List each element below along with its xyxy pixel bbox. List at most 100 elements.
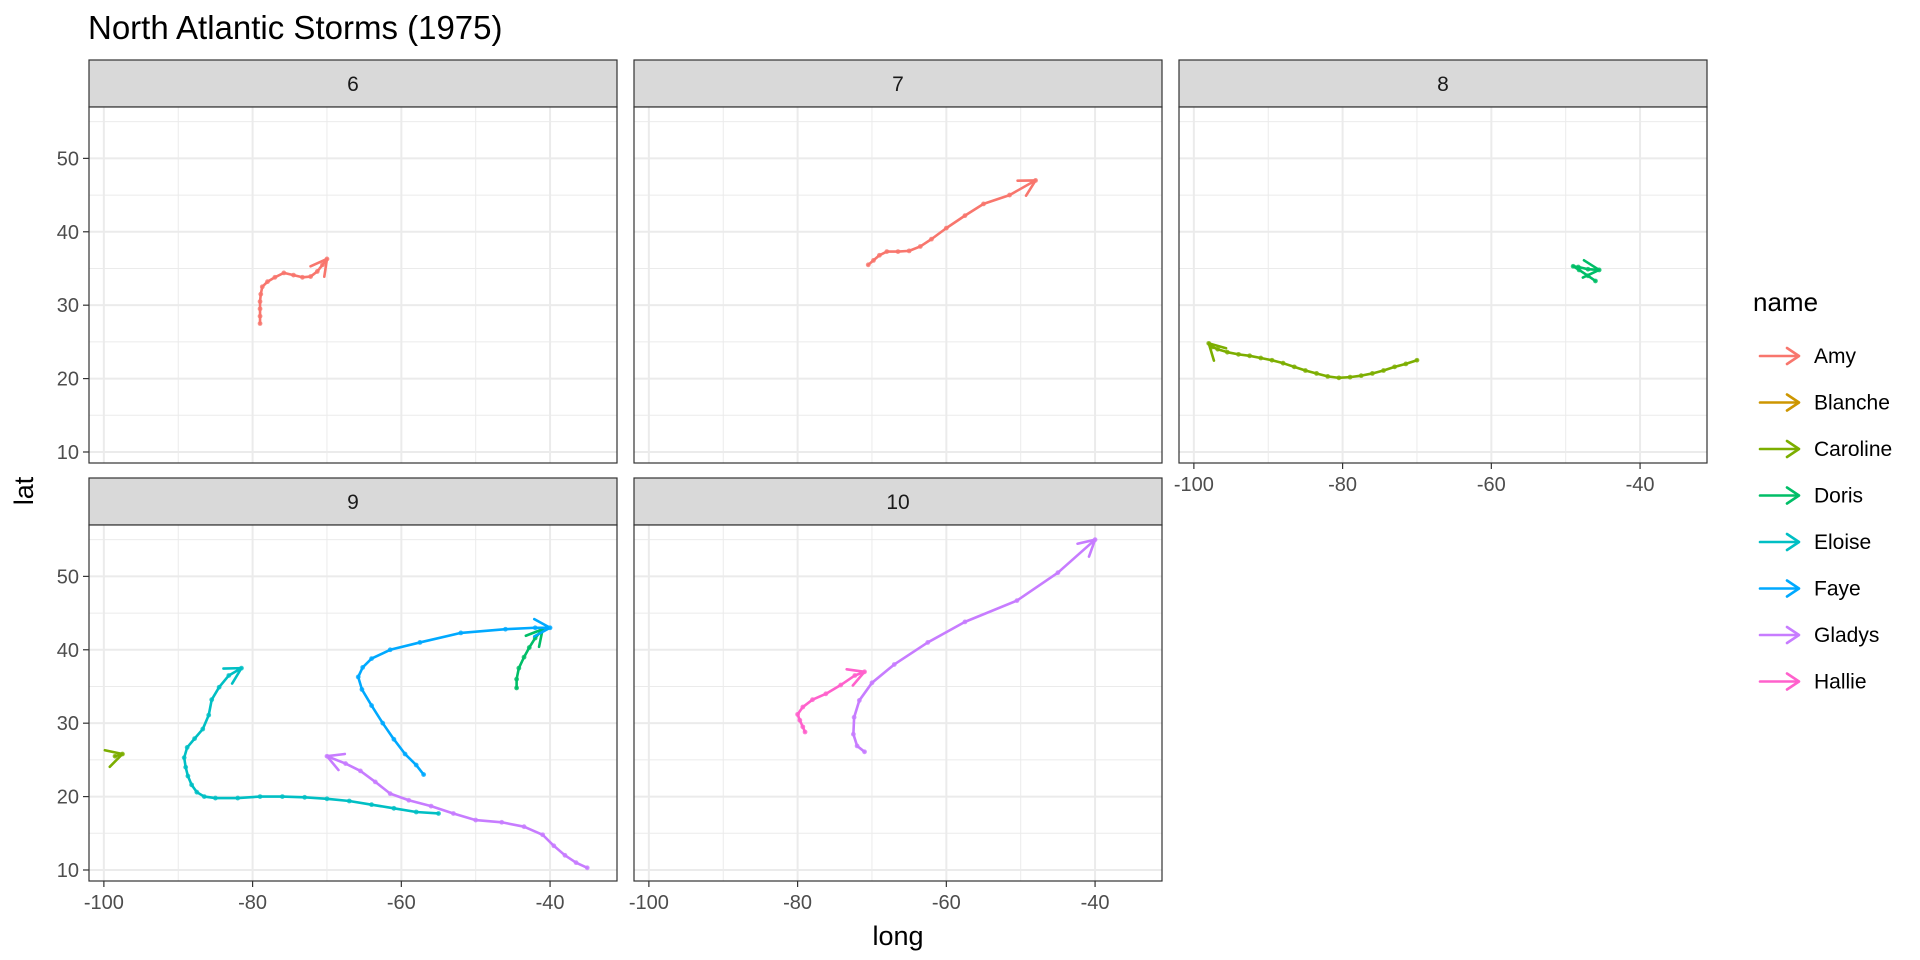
track-point — [856, 698, 862, 703]
track-point — [257, 321, 263, 326]
legend-label: Eloise — [1814, 531, 1871, 554]
track-point — [810, 697, 815, 703]
track-point — [884, 249, 890, 255]
track-point — [1403, 361, 1409, 367]
track-point — [850, 731, 856, 737]
panel-background — [89, 525, 617, 881]
y-tick-label: 40 — [57, 222, 79, 244]
track-point — [257, 794, 263, 799]
track-point — [257, 306, 263, 312]
track-point — [343, 761, 348, 766]
track-point — [192, 736, 198, 741]
facet-strip-label: 8 — [1437, 73, 1449, 96]
track-point — [573, 860, 579, 866]
track-point — [413, 762, 419, 768]
track-point — [1392, 364, 1398, 370]
facet-panel-10: 10 -100 -80 -60 -40 — [629, 477, 1163, 914]
x-tick-label: -60 — [1477, 474, 1506, 496]
track-point — [1215, 346, 1221, 352]
legend-key-arrow — [1785, 625, 1801, 645]
track-point — [272, 274, 278, 280]
x-tick-label: -100 — [1174, 474, 1214, 496]
track-point — [943, 225, 949, 231]
track-point — [869, 680, 875, 686]
track-point — [417, 640, 423, 645]
track-point — [838, 682, 844, 688]
facet-strip-label: 9 — [347, 491, 359, 514]
x-tick-label: -80 — [238, 892, 267, 914]
gridlines — [89, 107, 617, 463]
track-point — [324, 796, 330, 802]
track-point — [450, 811, 456, 816]
track-point — [360, 665, 366, 670]
track-point — [1055, 570, 1061, 576]
x-axis-title: long — [872, 921, 923, 951]
track-point — [372, 779, 378, 785]
gridlines — [634, 107, 1162, 463]
track-point — [201, 794, 207, 799]
track-point — [421, 772, 427, 777]
track-point — [1224, 349, 1230, 355]
track-point — [1258, 355, 1264, 361]
x-tick-label: -40 — [536, 892, 565, 914]
legend-key-arrow — [1785, 393, 1801, 412]
track-point — [514, 676, 520, 682]
y-tick-label: 40 — [57, 640, 79, 662]
track-point — [387, 791, 393, 797]
legend-item-caroline: Caroline — [1758, 438, 1892, 461]
legend-key-arrow — [1785, 346, 1801, 366]
track-point — [797, 717, 803, 723]
track-point — [917, 244, 923, 249]
legend-label: Hallie — [1814, 671, 1867, 694]
track-point — [226, 673, 232, 678]
legend-item-hallie: Hallie — [1758, 671, 1867, 694]
track-point — [279, 794, 285, 799]
track-point — [391, 736, 397, 742]
gridlines — [1179, 107, 1707, 463]
panel-border — [1178, 106, 1708, 464]
track-point — [562, 852, 568, 858]
track-point — [184, 745, 190, 750]
panel-background — [89, 107, 617, 463]
facet-strip-label: 6 — [347, 73, 359, 96]
track-point — [216, 684, 222, 690]
panel-border — [88, 106, 618, 464]
track-point — [540, 832, 546, 838]
track-point — [1280, 360, 1286, 366]
track-point — [521, 824, 527, 830]
track-point — [1007, 192, 1012, 198]
track-point — [314, 269, 320, 274]
series-arrow-caroline — [103, 748, 124, 769]
track-point — [871, 258, 876, 263]
series-group — [257, 256, 330, 326]
track-point — [181, 755, 187, 761]
legend-label: Doris — [1814, 485, 1863, 508]
legend-item-blanche: Blanche — [1758, 392, 1890, 415]
x-tick-label: -80 — [1328, 474, 1357, 496]
track-point — [358, 768, 363, 774]
y-tick-label: 30 — [57, 295, 79, 317]
series-arrow-gladys — [325, 752, 347, 772]
track-point — [800, 704, 806, 710]
legend-item-amy: Amy — [1758, 345, 1857, 368]
gridlines — [634, 525, 1162, 881]
y-tick-label: 10 — [57, 860, 79, 882]
panel-border — [88, 524, 618, 882]
y-axis-title: lat — [9, 476, 39, 505]
track-point — [854, 743, 860, 749]
panel-background — [1179, 107, 1707, 463]
track-point — [929, 236, 934, 242]
series-arrow-faye — [532, 617, 552, 638]
legend-label: Gladys — [1814, 624, 1879, 647]
track-point — [265, 279, 270, 285]
track-point — [369, 703, 374, 708]
track-point — [257, 299, 263, 304]
track-point — [526, 645, 532, 650]
track-point — [499, 819, 505, 825]
track-point — [112, 753, 118, 759]
track-point — [428, 803, 434, 809]
track-point — [1358, 373, 1364, 379]
track-point — [189, 782, 195, 788]
track-point — [300, 274, 305, 280]
series-group — [795, 537, 1098, 755]
